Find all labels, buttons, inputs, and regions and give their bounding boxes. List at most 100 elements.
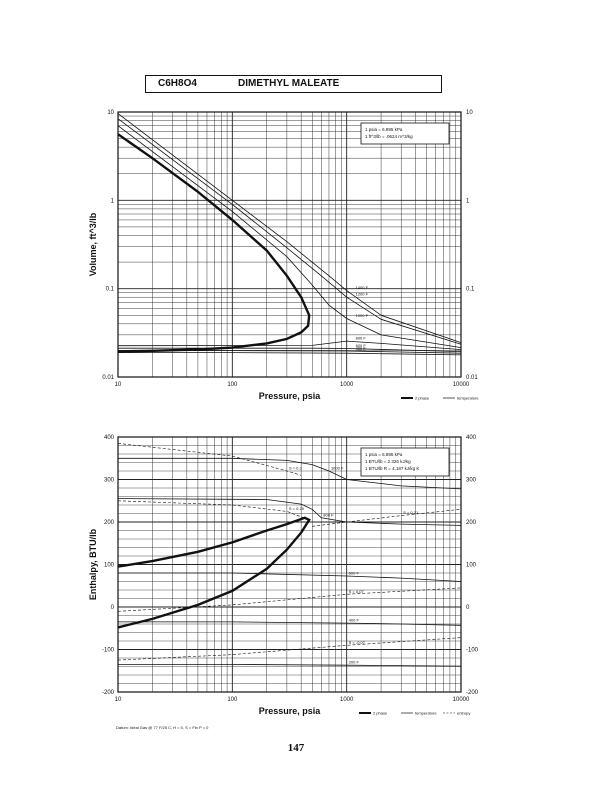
y-tick-label-right: 10 — [466, 110, 473, 116]
temperature-curve — [117, 498, 462, 526]
note-box — [360, 447, 450, 477]
curve-label: 1400 F — [356, 285, 369, 290]
legend-label: entropy — [457, 711, 470, 716]
curve-label: 600 F — [356, 343, 367, 348]
y-tick-label: 300 — [104, 478, 115, 484]
curve-label: S = 0.07 — [349, 589, 365, 594]
y-tick-label-right: 400 — [466, 435, 477, 441]
y-tick-label: 100 — [104, 563, 115, 569]
y-axis-title: Volume, ft^3/lb — [88, 212, 98, 276]
y-tick-label-right: 100 — [466, 563, 477, 569]
y-tick-label-right: 1 — [466, 198, 470, 204]
entropy-curve — [117, 443, 302, 476]
enthalpy-chart: 10 100 1000 10000-200-1000100200300400-200-… — [88, 435, 479, 730]
grid-lines — [117, 112, 461, 378]
entropy-curve — [117, 500, 304, 519]
entropy-curve — [117, 637, 462, 661]
x-tick-label: 10000 — [453, 382, 470, 388]
temperature-curve — [118, 572, 462, 582]
curve-label: 400 F — [356, 345, 367, 350]
legend-label: temperature — [415, 711, 437, 716]
y-tick-label-right: 0.01 — [466, 375, 478, 381]
compound-formula: C6H8O4 — [158, 78, 197, 89]
y-tick-label: 200 — [104, 520, 115, 526]
curve-label: 1000 F — [331, 466, 344, 471]
y-tick-label-right: -100 — [466, 648, 479, 654]
y-tick-label: 400 — [104, 435, 115, 441]
curve-label: 1200 F — [356, 292, 369, 297]
legend: 2 phase temperature — [401, 396, 479, 401]
datum-footnote: Datum: Ideal Gas @ 77 F/25 C, H = 0, S =… — [116, 725, 209, 730]
temperature-curve — [118, 457, 462, 490]
curve-label: 400 F — [349, 618, 360, 623]
x-axis-title: Pressure, psia — [259, 391, 322, 401]
temperature-curve — [118, 352, 462, 356]
x-tick-label: 100 — [227, 382, 238, 388]
temperature-curve — [117, 113, 462, 343]
y-tick-label: 0 — [111, 605, 115, 611]
curve-label: 200 F — [349, 660, 360, 665]
curve-label: 800 F — [356, 336, 367, 341]
curve-label: 200 F — [356, 348, 367, 353]
curve-label: 1000 F — [356, 313, 369, 318]
plot-frame — [117, 111, 462, 378]
y-tick-label: -100 — [102, 648, 115, 654]
legend: 2 phase temperature entropy — [359, 711, 470, 716]
tick-labels: 10 100 1000 10000-200-1000100200300400-200-… — [102, 435, 479, 703]
y-tick-label: 0.01 — [102, 375, 114, 381]
y-tick-label-right: 0 — [466, 605, 470, 611]
conversion-note: 1 psia = 6.895 kPa 1 ft^3/lb = .0624 m^3/… — [360, 122, 450, 145]
x-tick-label: 10 — [115, 382, 122, 388]
y-tick-label: 0.1 — [106, 287, 115, 293]
y-tick-label-right: 0.1 — [466, 287, 475, 293]
temperature-curve — [118, 621, 462, 626]
y-tick-label-right: 200 — [466, 520, 477, 526]
curve-label: S = 0.21 — [403, 510, 419, 515]
note-text: 1 BTU/lb = 2.326 kJ/kg — [365, 459, 411, 464]
temperature-curve — [117, 340, 462, 350]
y-tick-label-right: -200 — [466, 690, 479, 696]
legend-label: 2 phase — [415, 396, 430, 401]
series-group: 1000 F 800 F 600 F 400 F 200 F S = 0.3 S = 0.2… — [117, 443, 462, 667]
compound-name: DIMETHYL MALEATE — [238, 78, 340, 89]
x-tick-label: 100 — [227, 697, 238, 703]
temperature-curve — [117, 118, 462, 345]
x-tick-label: 10000 — [453, 697, 470, 703]
note-text: 1 psia = 6.895 kPa — [365, 127, 403, 132]
conversion-note: 1 psia = 6.895 kPa 1 BTU/lb = 2.326 kJ/kg… — [360, 447, 450, 477]
volume-chart: 10 100 1000 100000.010.11100.010.1110Pressu… — [88, 110, 479, 401]
note-text: 1 ft^3/lb = .0624 m^3/kg — [365, 134, 413, 139]
temperature-curve — [118, 350, 462, 354]
page-number: 147 — [287, 742, 305, 754]
y-tick-label: 1 — [111, 198, 115, 204]
entropy-curve — [312, 509, 462, 527]
note-text: 1 psia = 6.895 kPa — [365, 452, 403, 457]
x-tick-label: 1000 — [340, 697, 354, 703]
temperature-curve — [118, 664, 462, 667]
note-text: 1 BTU/lb R = 4.187 kJ/kg K — [365, 466, 419, 471]
y-tick-label: 10 — [107, 110, 114, 116]
two-phase-dome — [117, 516, 311, 629]
chart-title-box: C6H8O4 DIMETHYL MALEATE — [145, 75, 442, 93]
temperature-curve — [117, 125, 462, 348]
curve-label: S = -0.07 — [349, 640, 366, 645]
curve-label: S = 0.3 — [289, 466, 303, 471]
temperature-curve — [118, 347, 462, 352]
curve-label: 600 F — [349, 570, 360, 575]
x-tick-label: 10 — [115, 697, 122, 703]
plot-frame — [117, 436, 462, 693]
entropy-curve — [117, 587, 462, 612]
legend-label: 2 phase — [373, 711, 388, 716]
curve-label: 800 F — [323, 512, 334, 517]
y-tick-label-right: 300 — [466, 478, 477, 484]
x-tick-label: 1000 — [340, 382, 354, 388]
legend-label: temperature — [457, 396, 479, 401]
y-axis-title: Enthalpy, BTU/lb — [88, 528, 98, 600]
y-tick-label: -200 — [102, 690, 115, 696]
note-box — [360, 122, 450, 145]
curve-label: S = 0.25 — [289, 506, 305, 511]
x-axis-title: Pressure, psia — [259, 706, 322, 716]
